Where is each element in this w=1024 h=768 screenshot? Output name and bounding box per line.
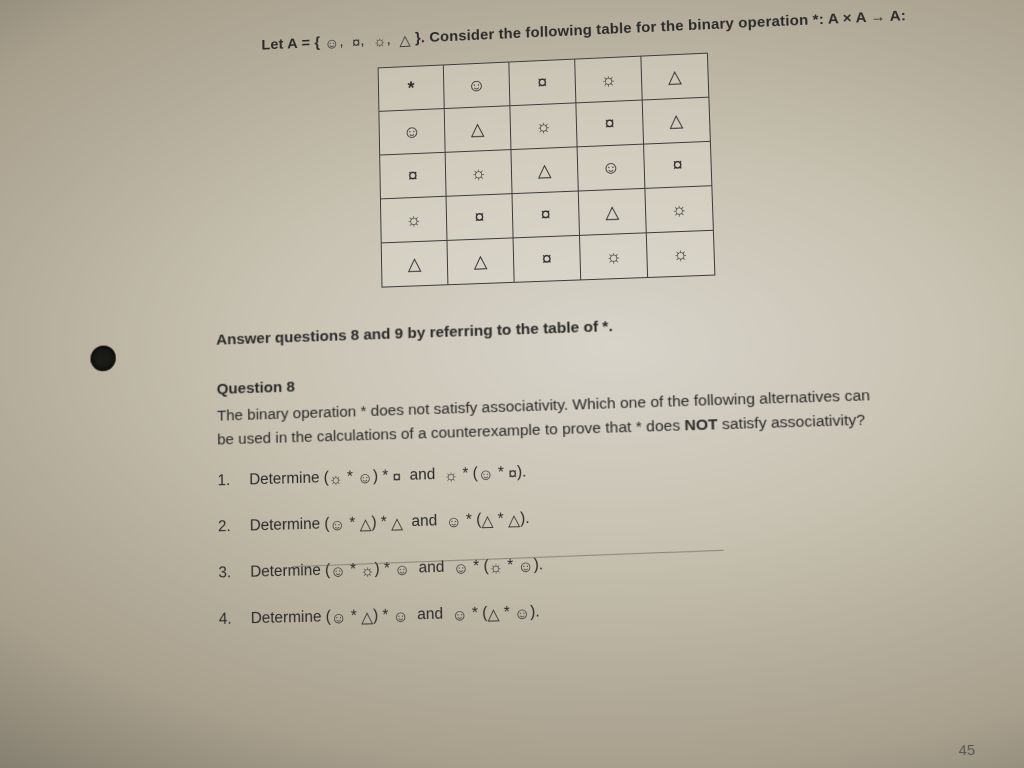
question-body: The binary operation * does not satisfy … [217, 381, 961, 452]
option-row: 1. Determine (☼ * ☺) * ¤ and ☼ * (☺ * ¤)… [217, 463, 541, 492]
table-cell: △ [444, 106, 511, 153]
table-cell: ☼ [645, 186, 713, 233]
option-row: 3. Determine (☺ * ☼) * ☺ and ☺ * (☼ * ☺)… [218, 556, 543, 584]
sym: ☺ [329, 517, 345, 536]
set-elem-currency: ¤ [352, 35, 361, 52]
sym: ☼ [444, 467, 459, 486]
table-cell: ¤ [644, 141, 712, 188]
table-cell: ¤ [446, 194, 513, 241]
question-line2-after: satisfy associativity? [717, 412, 865, 434]
table-cell: ¤ [512, 191, 579, 238]
table-cell: ¤ [576, 100, 644, 147]
option-number: 2. [218, 518, 246, 537]
sym: △ [487, 605, 499, 625]
sym: ☺ [518, 558, 534, 577]
row-header: ☺ [379, 109, 445, 155]
table-corner: * [378, 65, 444, 111]
sym: ☺ [446, 514, 462, 533]
option-row: 2. Determine (☺ * △) * △ and ☺ * (△ * △)… [218, 509, 542, 538]
table-cell: △ [642, 97, 710, 144]
col-header: ☺ [443, 62, 510, 109]
sym: △ [361, 608, 373, 628]
sym: ¤ [392, 469, 401, 487]
set-elem-sun: ☼ [373, 33, 387, 50]
determine-label: Determine [250, 516, 321, 535]
table-cell: △ [511, 147, 578, 194]
punch-hole-icon [91, 345, 116, 371]
table-cell: ☼ [445, 150, 512, 197]
sym: ☺ [330, 563, 346, 582]
table-cell: △ [447, 238, 514, 285]
sym: △ [359, 515, 371, 534]
sym: △ [481, 512, 493, 532]
sym: ¤ [508, 466, 517, 484]
sym: ☺ [331, 610, 347, 629]
set-definition-line: Let A = { ☺, ¤, ☼, △ }. Consider the fol… [261, 7, 906, 55]
intro-suffix: }. Consider the following table for the … [415, 7, 907, 46]
determine-label: Determine [249, 469, 319, 488]
table-cell: ☼ [579, 233, 647, 280]
row-header: △ [381, 240, 448, 287]
option-number: 4. [219, 610, 247, 629]
table-cell: △ [578, 188, 646, 235]
option-number: 1. [217, 472, 245, 491]
options-list: 1. Determine (☼ * ☺) * ¤ and ☼ * (☺ * ¤)… [217, 463, 545, 657]
sym: ☼ [329, 471, 343, 489]
table-cell: ☼ [510, 103, 577, 150]
row-header: ¤ [380, 152, 446, 199]
and-label: and [417, 605, 443, 623]
answer-instruction: Answer questions 8 and 9 by referring to… [216, 318, 613, 349]
sym: ☺ [478, 466, 494, 485]
sym: ☺ [357, 470, 373, 489]
sym: ☺ [394, 562, 410, 581]
option-number: 3. [218, 564, 246, 583]
sym: △ [508, 511, 520, 531]
sym: ☺ [514, 605, 530, 624]
sym: △ [391, 514, 403, 533]
operation-table: * ☺ ¤ ☼ △ ☺ △ ☼ ¤ △ ¤ ☼ △ ☺ ¤ ☼ ¤ ¤ △ ☼ [378, 53, 716, 288]
sym: ☺ [452, 607, 468, 626]
question-not-bold: NOT [684, 416, 718, 434]
page-number: 45 [958, 741, 975, 758]
sym: ☺ [453, 560, 469, 579]
row-header: ☼ [380, 196, 447, 243]
col-header: △ [641, 53, 709, 100]
sym: ☺ [393, 608, 409, 627]
table-cell: ☼ [646, 230, 715, 277]
worksheet-page: Let A = { ☺, ¤, ☼, △ }. Consider the fol… [156, 0, 997, 768]
sym: ☼ [489, 559, 504, 578]
option-row: 4. Determine (☺ * △) * ☺ and ☺ * (△ * ☺)… [219, 603, 545, 631]
question-heading: Question 8 [217, 379, 295, 399]
table-cell: ¤ [513, 235, 581, 282]
and-label: and [409, 466, 435, 484]
sym: ☼ [360, 562, 374, 581]
set-elem-smile: ☺ [324, 35, 339, 52]
determine-label: Determine [251, 608, 322, 627]
col-header: ¤ [509, 59, 576, 106]
intro-prefix: Let A = { [261, 34, 320, 53]
set-elem-triangle: △ [399, 31, 411, 49]
col-header: ☼ [575, 56, 643, 103]
and-label: and [411, 512, 437, 530]
table-cell: ☺ [577, 144, 645, 191]
